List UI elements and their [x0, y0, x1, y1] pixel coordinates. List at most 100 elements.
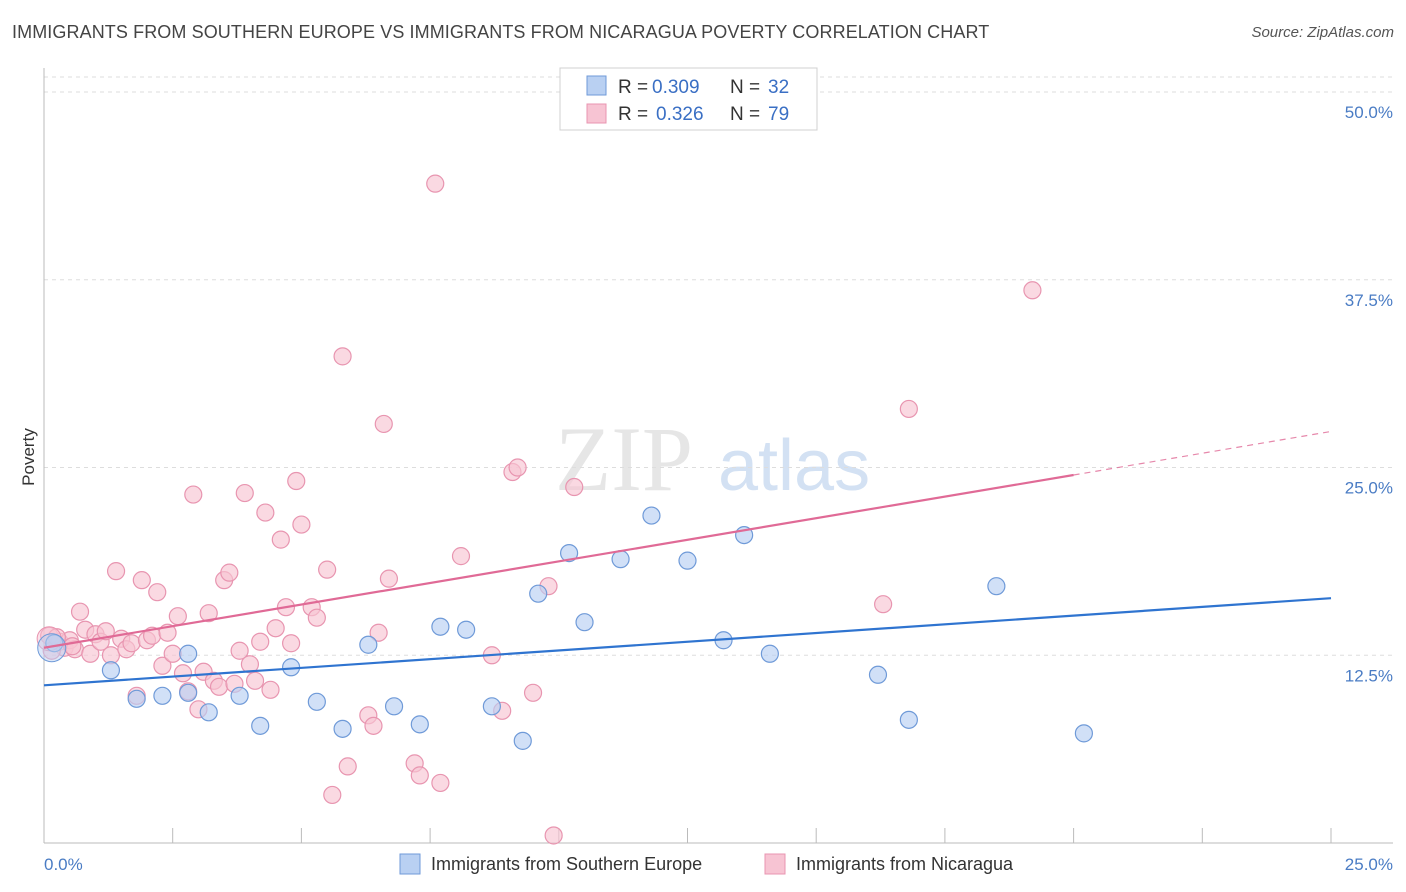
- nicaragua-point-75: [1023, 281, 1042, 300]
- southern-europe-point-1: [101, 661, 121, 680]
- southern-europe-point-10: [307, 692, 326, 711]
- southern-europe-point-24: [678, 551, 697, 570]
- legend-swatch-pink: [586, 103, 607, 124]
- nicaragua-point-36: [230, 641, 249, 660]
- southern-europe-point-18: [513, 731, 532, 750]
- nicaragua-trend-extension: [1073, 430, 1332, 476]
- nicaragua-point-38: [240, 655, 260, 674]
- nicaragua-point-52: [323, 785, 342, 805]
- nicaragua-point-25: [173, 664, 193, 683]
- southern-europe-point-6: [199, 703, 218, 722]
- legend-n-label-blue: N =: [730, 77, 760, 98]
- y-tick-labels: 12.5% 25.0% 37.5% 50.0%: [1345, 103, 1393, 685]
- southern-europe-point-23: [642, 506, 661, 525]
- chart-title: IMMIGRANTS FROM SOUTHERN EUROPE VS IMMIG…: [12, 22, 990, 42]
- southern-europe-point-15: [431, 617, 450, 636]
- legend-r-value-blue: 0.309: [652, 77, 700, 98]
- axes: [43, 68, 1393, 844]
- legend-swatch-blue: [586, 75, 607, 96]
- southern-europe-point-8: [251, 716, 270, 735]
- grid-lines: [44, 76, 1393, 656]
- nicaragua-point-23: [163, 644, 182, 663]
- y-tick-label-3: 50.0%: [1345, 103, 1393, 122]
- southern-europe-point-14: [410, 715, 429, 734]
- nicaragua-point-63: [431, 773, 450, 793]
- nicaragua-point-43: [266, 619, 285, 638]
- nicaragua-point-69: [523, 683, 543, 702]
- nicaragua-point-12: [106, 562, 126, 581]
- nicaragua-point-7: [81, 644, 100, 663]
- bottom-legend-swatch-blue: [399, 853, 421, 875]
- nicaragua-point-78: [63, 637, 82, 656]
- southern-europe-point-30: [987, 577, 1006, 596]
- southern-europe-point-7: [230, 686, 249, 705]
- nicaragua-point-21: [153, 656, 172, 675]
- nicaragua-point-64: [451, 547, 471, 566]
- nicaragua-point-5: [70, 602, 90, 621]
- nicaragua-point-56: [364, 716, 383, 735]
- legend-box: R = 0.309 N = 32 R = 0.326 N = 79: [559, 67, 818, 131]
- nicaragua-point-10: [96, 622, 115, 641]
- nicaragua-point-27: [184, 485, 203, 504]
- southern-europe-point-12: [359, 635, 378, 654]
- nicaragua-point-50: [307, 608, 326, 627]
- nicaragua-point-37: [235, 483, 254, 503]
- southern-europe-point-22: [611, 550, 630, 569]
- legend-r-label-pink: R =: [618, 104, 648, 125]
- nicaragua-trend-line: [43, 473, 1074, 649]
- legend-r-value-pink: 0.326: [656, 104, 704, 125]
- trend-lines: [43, 430, 1332, 687]
- southern-europe-point-28: [868, 665, 888, 684]
- watermark-atlas: atlas: [718, 426, 870, 506]
- y-tick-label-1: 25.0%: [1345, 479, 1393, 498]
- southern-europe-point-4: [179, 683, 198, 702]
- y-axis-label: Poverty: [19, 428, 38, 486]
- southern-europe-point-21: [575, 613, 594, 632]
- nicaragua-point-20: [148, 583, 167, 602]
- bottom-legend-label-nicaragua: Immigrants from Nicaragua: [796, 854, 1014, 874]
- southern-europe-cluster-point: [37, 633, 67, 663]
- bottom-legend-swatch-pink: [764, 853, 786, 875]
- southern-europe-point-19: [529, 584, 548, 603]
- nicaragua-point-40: [251, 632, 270, 651]
- legend-n-label-pink: N =: [730, 104, 760, 125]
- southern-europe-point-27: [760, 644, 779, 663]
- nicaragua-point-46: [282, 634, 301, 653]
- southern-europe-point-2: [127, 689, 146, 708]
- southern-europe-point-13: [384, 697, 404, 716]
- nicaragua-point-73: [874, 595, 893, 614]
- southern-europe-point-3: [153, 686, 172, 705]
- nicaragua-points: [36, 174, 1042, 845]
- legend-n-value-pink: 79: [768, 104, 789, 125]
- nicaragua-point-68: [508, 458, 527, 477]
- y-tick-label-0: 12.5%: [1345, 666, 1393, 685]
- southern-europe-point-20: [559, 544, 579, 563]
- nicaragua-point-48: [292, 515, 311, 534]
- nicaragua-point-59: [379, 569, 399, 588]
- nicaragua-point-17: [132, 571, 151, 590]
- nicaragua-point-30: [199, 604, 218, 623]
- southern-europe-point-11: [333, 719, 352, 738]
- nicaragua-point-44: [271, 530, 290, 549]
- nicaragua-point-41: [256, 503, 275, 522]
- nicaragua-point-74: [899, 399, 918, 419]
- southern-europe-point-29: [899, 710, 918, 729]
- nicaragua-point-54: [338, 757, 357, 776]
- nicaragua-point-51: [318, 560, 337, 579]
- nicaragua-point-15: [122, 634, 141, 653]
- nicaragua-point-58: [374, 414, 393, 434]
- nicaragua-point-61: [410, 766, 429, 785]
- legend-r-label-blue: R =: [618, 77, 648, 98]
- nicaragua-point-47: [287, 471, 306, 491]
- southern-europe-point-5: [179, 644, 198, 663]
- bottom-legend-label-southern-europe: Immigrants from Southern Europe: [431, 854, 702, 874]
- legend-n-value-blue: 32: [768, 77, 789, 98]
- nicaragua-point-42: [261, 680, 280, 699]
- nicaragua-point-71: [544, 826, 563, 845]
- nicaragua-point-39: [245, 671, 265, 690]
- x-tick-label-max: 25.0%: [1345, 855, 1393, 874]
- bottom-legend: Immigrants from Southern Europe Immigran…: [399, 853, 1014, 875]
- nicaragua-point-62: [426, 174, 445, 193]
- nicaragua-point-24: [168, 607, 187, 626]
